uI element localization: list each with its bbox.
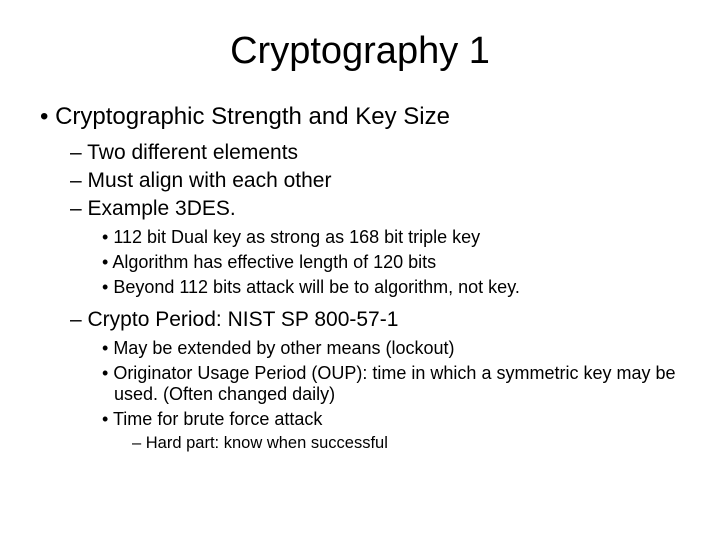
bullet-level3: May be extended by other means (lockout) [102,338,680,359]
level4-list: Hard part: know when successful [40,434,680,453]
level3-list: 112 bit Dual key as strong as 168 bit tr… [40,227,680,298]
bullet-level3: Algorithm has effective length of 120 bi… [102,252,680,273]
bullet-level2: Example 3DES. [70,197,680,221]
level3-list: May be extended by other means (lockout)… [40,338,680,453]
bullet-level3: Beyond 112 bits attack will be to algori… [102,277,680,298]
slide-title: Cryptography 1 [40,30,680,73]
level2-list: Two different elements Must align with e… [40,141,680,453]
bullet-level2: Two different elements [70,141,680,165]
bullet-level1: Cryptographic Strength and Key Size [40,103,680,131]
bullet-level2: Must align with each other [70,169,680,193]
slide: Cryptography 1 Cryptographic Strength an… [0,0,720,540]
bullet-level3: Originator Usage Period (OUP): time in w… [102,363,680,405]
bullet-level3: 112 bit Dual key as strong as 168 bit tr… [102,227,680,248]
bullet-list: Cryptographic Strength and Key Size Two … [40,103,680,453]
bullet-level2: Crypto Period: NIST SP 800-57-1 [70,308,680,332]
bullet-level3: Time for brute force attack [102,409,680,430]
bullet-level4: Hard part: know when successful [132,434,680,453]
